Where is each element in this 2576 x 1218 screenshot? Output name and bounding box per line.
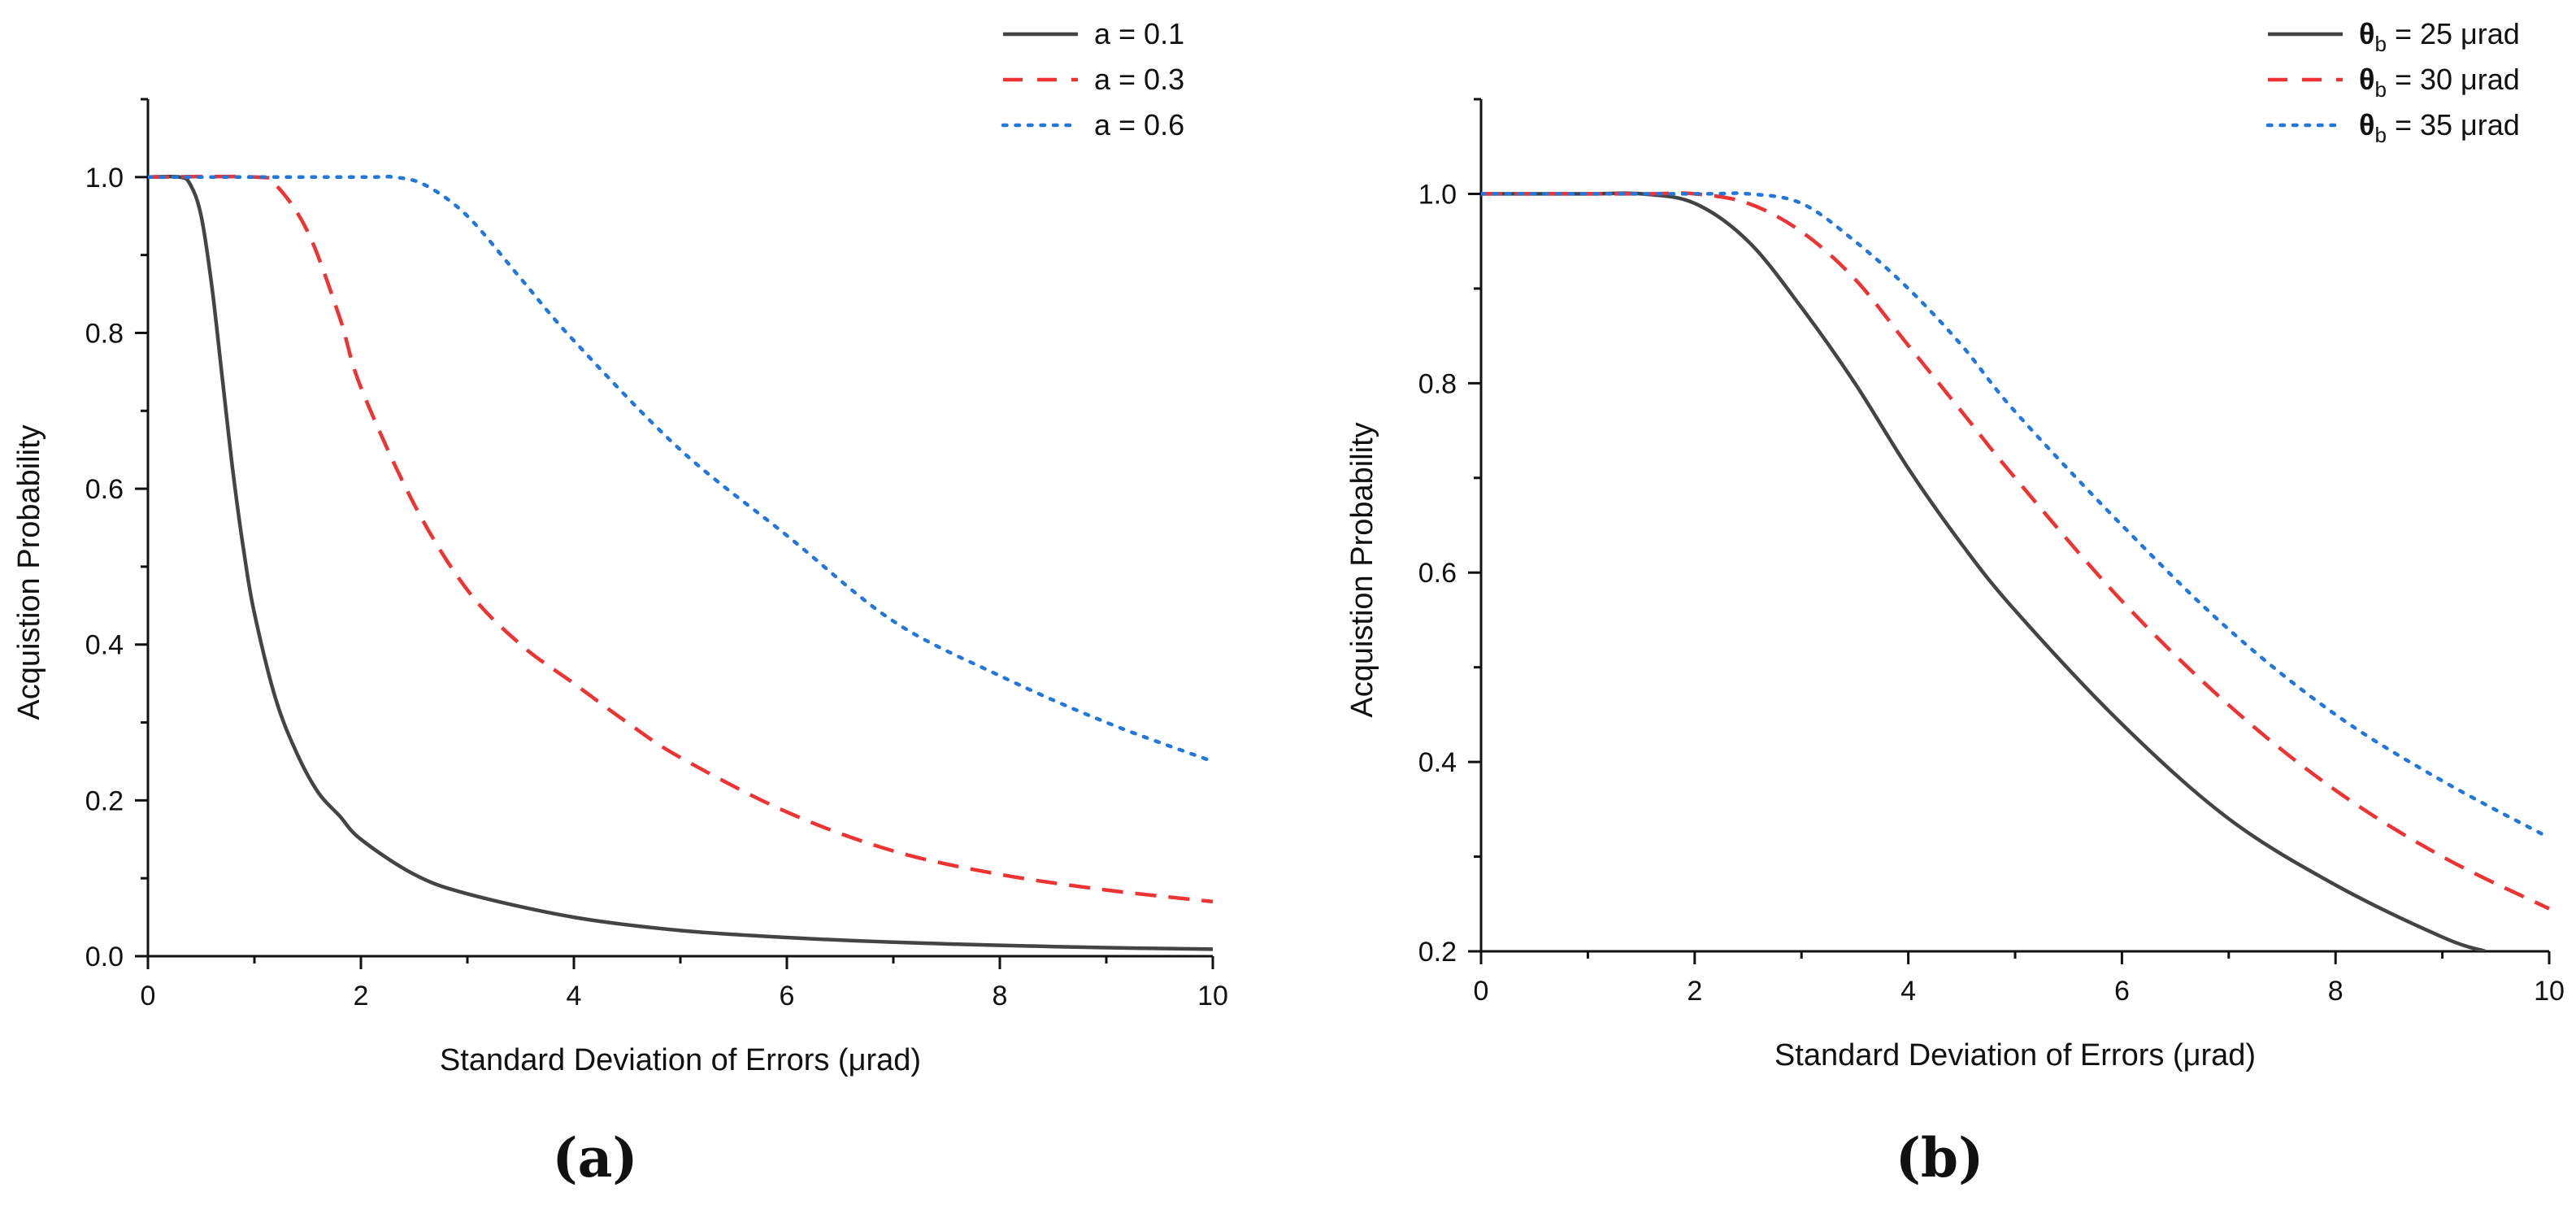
series-line-1 <box>148 174 1214 951</box>
x-tick-label: 2 <box>1687 976 1702 1007</box>
x-axis-label: Standard Deviation of Errors (μrad) <box>1775 1038 2256 1072</box>
legend-label-2: θb = 30 μrad <box>2359 63 2520 102</box>
y-tick-label: 0.8 <box>85 318 124 349</box>
panel-label-b: (b) <box>1896 1126 1984 1190</box>
series-line-2 <box>148 174 1214 904</box>
y-tick-label: 0.6 <box>1418 558 1457 589</box>
x-tick-label: 10 <box>1197 981 1228 1011</box>
x-tick-label: 4 <box>1901 976 1916 1007</box>
y-tick-label: 0.2 <box>85 785 124 816</box>
legend-label-1: a = 0.1 <box>1094 17 1184 50</box>
y-tick-label: 0.8 <box>1418 368 1457 399</box>
y-tick-label: 0.4 <box>85 630 124 661</box>
x-tick-label: 8 <box>993 981 1008 1011</box>
series-line-2 <box>1481 191 2550 911</box>
x-axis-label: Standard Deviation of Errors (μrad) <box>440 1043 921 1077</box>
y-tick-label: 0.2 <box>1418 937 1457 968</box>
legend-label-3: a = 0.6 <box>1094 108 1184 141</box>
x-tick-label: 6 <box>780 981 795 1011</box>
x-tick-label: 6 <box>2114 976 2130 1007</box>
x-tick-label: 0 <box>141 981 156 1011</box>
legend-label-2: a = 0.3 <box>1094 63 1184 96</box>
legend-label-3: θb = 35 μrad <box>2359 108 2520 147</box>
x-tick-label: 8 <box>2328 976 2344 1007</box>
y-tick-label: 1.0 <box>1418 179 1457 210</box>
x-tick-label: 0 <box>1474 976 1489 1007</box>
series-line-3 <box>148 174 1214 763</box>
x-tick-label: 2 <box>354 981 369 1011</box>
x-tick-label: 10 <box>2534 976 2565 1007</box>
y-axis-label: Acquistion Probability <box>12 424 46 720</box>
series-line-3 <box>1481 191 2551 840</box>
y-tick-label: 0.0 <box>85 942 124 972</box>
x-tick-label: 4 <box>567 981 582 1011</box>
y-tick-label: 0.4 <box>1418 747 1457 778</box>
panel-label-a: (a) <box>552 1126 637 1190</box>
series-line-1 <box>1481 191 2486 951</box>
y-tick-label: 0.6 <box>85 474 124 505</box>
legend-label-1: θb = 25 μrad <box>2359 17 2520 56</box>
y-tick-label: 1.0 <box>85 163 124 194</box>
y-axis-label: Acquistion Probability <box>1345 422 1379 717</box>
chart-panel-a: 0 2 4 6 8 10 0.0 0.2 0.4 0.6 0.8 1.0 Standard Deviat… <box>12 17 1228 1077</box>
chart-panel-b: 0 2 4 6 8 10 0.2 0.4 0.6 0.8 1.0 Standard Deviation… <box>1345 17 2565 1072</box>
